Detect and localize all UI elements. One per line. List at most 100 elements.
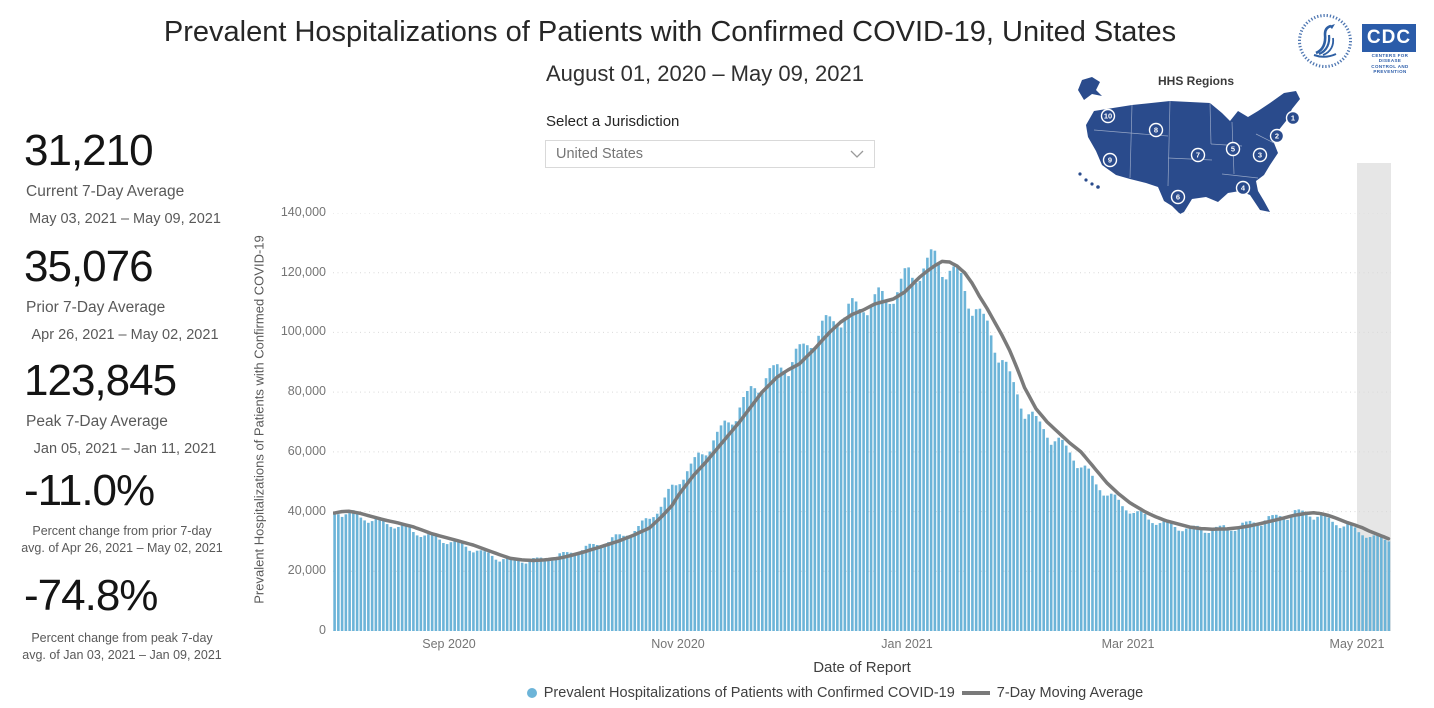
bar[interactable]	[1387, 541, 1391, 631]
bar[interactable]	[1151, 523, 1154, 631]
bar[interactable]	[1162, 521, 1166, 631]
bar[interactable]	[363, 520, 366, 631]
bar[interactable]	[952, 266, 955, 632]
bar[interactable]	[944, 279, 948, 631]
bar[interactable]	[348, 510, 351, 631]
bar[interactable]	[892, 303, 895, 631]
bar[interactable]	[1143, 514, 1147, 631]
bar[interactable]	[370, 521, 374, 631]
bar[interactable]	[1109, 493, 1113, 631]
bar[interactable]	[517, 560, 520, 631]
bar[interactable]	[1008, 371, 1012, 631]
bar[interactable]	[629, 535, 633, 631]
bar[interactable]	[1034, 416, 1038, 631]
bar[interactable]	[1346, 523, 1349, 631]
bar[interactable]	[457, 541, 460, 631]
bar[interactable]	[806, 345, 809, 631]
bar[interactable]	[776, 364, 779, 631]
bar[interactable]	[997, 362, 1000, 631]
bar[interactable]	[787, 376, 790, 631]
bar[interactable]	[1301, 510, 1304, 631]
bar[interactable]	[1365, 537, 1368, 631]
bar[interactable]	[1312, 519, 1316, 631]
bar[interactable]	[1244, 521, 1248, 632]
bar[interactable]	[989, 335, 993, 631]
bar[interactable]	[933, 250, 937, 631]
bar[interactable]	[1124, 510, 1128, 631]
bar[interactable]	[903, 268, 907, 631]
bar[interactable]	[1237, 526, 1241, 631]
bar[interactable]	[761, 392, 764, 631]
bar[interactable]	[367, 522, 370, 631]
bar[interactable]	[1098, 490, 1102, 631]
bar[interactable]	[678, 484, 682, 631]
bar[interactable]	[449, 542, 453, 631]
bar[interactable]	[1241, 522, 1244, 631]
bar[interactable]	[922, 268, 925, 632]
bar[interactable]	[1338, 528, 1342, 631]
bar[interactable]	[1072, 460, 1075, 631]
bar[interactable]	[821, 320, 824, 631]
bar[interactable]	[1271, 515, 1274, 631]
bar[interactable]	[434, 535, 438, 631]
bar[interactable]	[487, 552, 490, 632]
bar[interactable]	[1327, 517, 1331, 631]
bar[interactable]	[490, 555, 494, 631]
bar[interactable]	[344, 514, 348, 631]
bar[interactable]	[479, 550, 483, 631]
bar[interactable]	[1342, 526, 1346, 632]
bar[interactable]	[697, 452, 700, 631]
bar[interactable]	[982, 313, 985, 631]
bar[interactable]	[1316, 516, 1319, 631]
bar[interactable]	[622, 535, 625, 631]
bar[interactable]	[1181, 531, 1184, 631]
bar[interactable]	[1154, 524, 1158, 631]
bar[interactable]	[505, 557, 509, 631]
bar[interactable]	[937, 264, 940, 631]
bar[interactable]	[1004, 361, 1008, 631]
bar[interactable]	[941, 277, 944, 631]
bar[interactable]	[475, 550, 479, 631]
bar[interactable]	[1121, 506, 1124, 631]
bar[interactable]	[926, 257, 929, 631]
bar[interactable]	[1061, 439, 1064, 631]
bar[interactable]	[1057, 437, 1060, 631]
bar[interactable]	[374, 518, 378, 631]
bar[interactable]	[1207, 533, 1211, 631]
bar[interactable]	[1218, 525, 1222, 631]
bar[interactable]	[1001, 360, 1004, 631]
bar[interactable]	[1290, 514, 1293, 631]
bar[interactable]	[595, 545, 599, 631]
bar[interactable]	[1263, 520, 1267, 631]
bar[interactable]	[791, 362, 794, 631]
bar[interactable]	[1064, 445, 1068, 631]
bar[interactable]	[1132, 513, 1136, 631]
bar[interactable]	[1049, 444, 1053, 631]
bar[interactable]	[524, 563, 528, 631]
bar[interactable]	[423, 535, 426, 632]
bar[interactable]	[1297, 509, 1301, 631]
bar[interactable]	[896, 292, 899, 631]
bar[interactable]	[397, 527, 400, 631]
bar[interactable]	[1233, 530, 1237, 631]
bar[interactable]	[723, 420, 727, 631]
bar[interactable]	[633, 531, 637, 631]
bar[interactable]	[884, 300, 888, 631]
bar[interactable]	[607, 542, 610, 631]
bar[interactable]	[472, 552, 475, 631]
bar[interactable]	[753, 388, 757, 631]
bar[interactable]	[584, 545, 588, 631]
bar[interactable]	[693, 457, 697, 631]
bar[interactable]	[1184, 528, 1188, 631]
bar[interactable]	[1117, 499, 1121, 631]
bar[interactable]	[1372, 535, 1376, 631]
bar[interactable]	[843, 317, 847, 631]
bar[interactable]	[738, 407, 742, 632]
bar[interactable]	[1128, 513, 1132, 631]
bar[interactable]	[993, 352, 997, 631]
bar[interactable]	[1353, 527, 1357, 631]
bar[interactable]	[644, 518, 648, 631]
bar[interactable]	[442, 543, 445, 631]
bar[interactable]	[1038, 421, 1042, 632]
bar[interactable]	[1023, 418, 1027, 631]
